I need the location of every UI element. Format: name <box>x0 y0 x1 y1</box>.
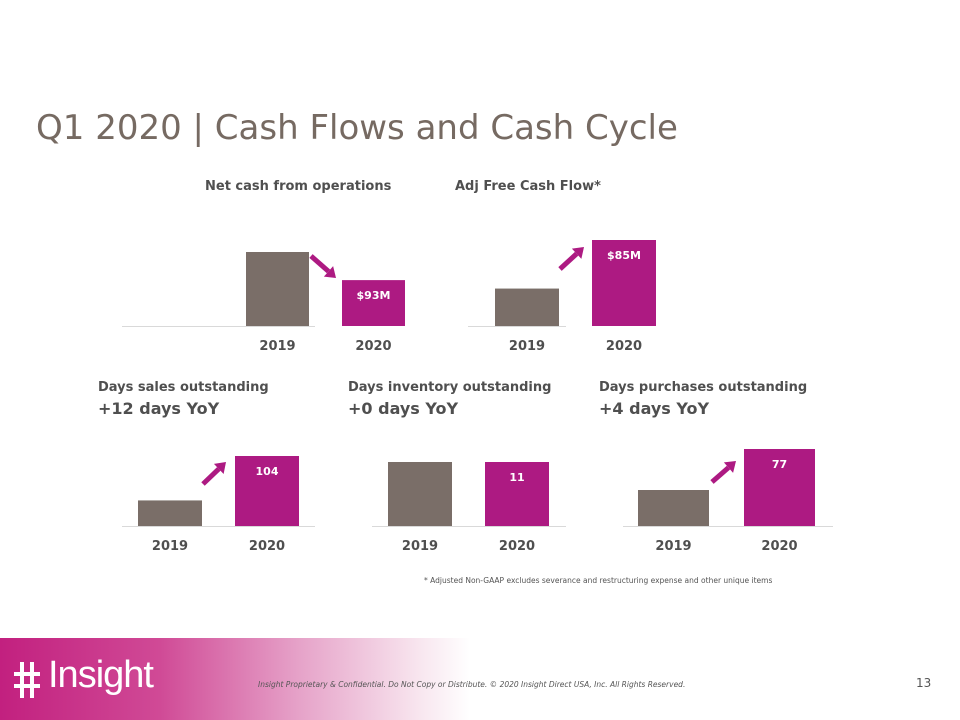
chart-2-data-label: 104 <box>256 465 279 478</box>
slide-title: Q1 2020 | Cash Flows and Cash Cycle <box>36 108 678 148</box>
chart-4-trend-arrow-head <box>723 461 736 473</box>
chart-0-trend-arrow-shaft <box>309 254 331 274</box>
chart-0-data-label: $93M <box>357 289 391 302</box>
chart-4-tick-2020: 2020 <box>761 539 797 554</box>
chart-1-trend-arrow-shaft <box>558 251 579 271</box>
insight-logo: Insight <box>14 654 164 704</box>
insight-logo-icon <box>14 662 40 698</box>
chart-title-dio: Days inventory outstanding <box>348 380 552 395</box>
chart-2-tick-2019: 2019 <box>152 539 188 554</box>
chart-2-bar-2019 <box>138 500 202 526</box>
copyright-text: Insight Proprietary & Confidential. Do N… <box>258 680 686 689</box>
chart-1-bar-2019 <box>495 288 559 326</box>
chart-0-tick-2020: 2020 <box>355 339 391 354</box>
chart-3-bar-2020 <box>485 462 549 526</box>
chart-4-trend-arrow-shaft <box>710 465 731 484</box>
footnote: * Adjusted Non-GAAP excludes severance a… <box>424 576 773 585</box>
chart-title-net-cash: Net cash from operations <box>205 179 392 194</box>
chart-1-bar-2020 <box>592 240 656 326</box>
chart-0-bar-2019 <box>246 252 309 326</box>
chart-4-bar-2019 <box>638 490 709 526</box>
chart-3-bar-2019 <box>388 462 452 526</box>
chart-title-dpo: Days purchases outstanding <box>599 380 808 395</box>
chart-title-dso: Days sales outstanding <box>98 380 269 395</box>
chart-2-bar-2020 <box>235 456 299 526</box>
chart-1-trend-arrow-head <box>571 247 584 259</box>
footer-band <box>0 638 960 720</box>
page-number: 13 <box>916 676 932 690</box>
chart-4-data-label: 77 <box>772 458 787 471</box>
chart-1-tick-2020: 2020 <box>606 339 642 354</box>
yoy-dso: +12 days YoY <box>98 399 220 418</box>
chart-2-trend-arrow-shaft <box>201 467 221 486</box>
chart-4-bar-2020 <box>744 449 815 526</box>
chart-3-data-label: 11 <box>509 471 524 484</box>
chart-1-tick-2019: 2019 <box>509 339 545 354</box>
chart-3-tick-2020: 2020 <box>499 539 535 554</box>
yoy-dio: +0 days YoY <box>348 399 459 418</box>
charts-canvas: 2019 2020 $93M 2019 2020 $85M 2019 2020 104 2019 2… <box>122 240 833 554</box>
chart-4-tick-2019: 2019 <box>655 539 691 554</box>
chart-0-trend-arrow-head <box>323 266 336 278</box>
yoy-dpo: +4 days YoY <box>599 399 710 418</box>
chart-title-adj-fcf: Adj Free Cash Flow* <box>455 179 601 194</box>
chart-1-data-label: $85M <box>607 249 641 262</box>
chart-2-trend-arrow-head <box>213 462 226 474</box>
chart-0-bar-2020 <box>342 280 405 326</box>
logo-wordmark: Insight <box>48 654 154 696</box>
chart-0-tick-2019: 2019 <box>259 339 295 354</box>
chart-2-tick-2020: 2020 <box>249 539 285 554</box>
chart-3-tick-2019: 2019 <box>402 539 438 554</box>
